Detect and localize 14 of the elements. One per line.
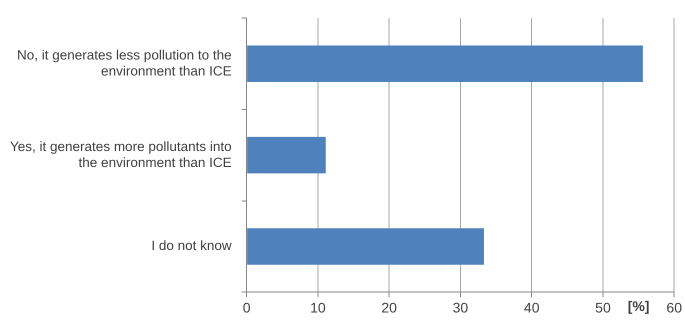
x-tick-label: 20 bbox=[381, 299, 398, 316]
x-tick-label: 10 bbox=[310, 299, 326, 316]
bar bbox=[247, 136, 326, 174]
y-tick-label: Yes, it generates more pollutants into the environment than ICE bbox=[10, 138, 232, 170]
y-tick-label: I do not know bbox=[151, 238, 232, 254]
x-tick-label: 50 bbox=[595, 299, 611, 316]
bar bbox=[247, 46, 643, 82]
y-tick-label: No, it generates less pollution to the environment than ICE bbox=[16, 47, 232, 79]
x-axis-title: [%] bbox=[628, 298, 650, 314]
x-tick-label: 40 bbox=[524, 299, 540, 316]
x-tick-label: 60 bbox=[666, 299, 682, 316]
x-tick-label: 0 bbox=[242, 299, 251, 316]
x-tick-label: 30 bbox=[452, 299, 468, 316]
bar bbox=[247, 228, 484, 265]
